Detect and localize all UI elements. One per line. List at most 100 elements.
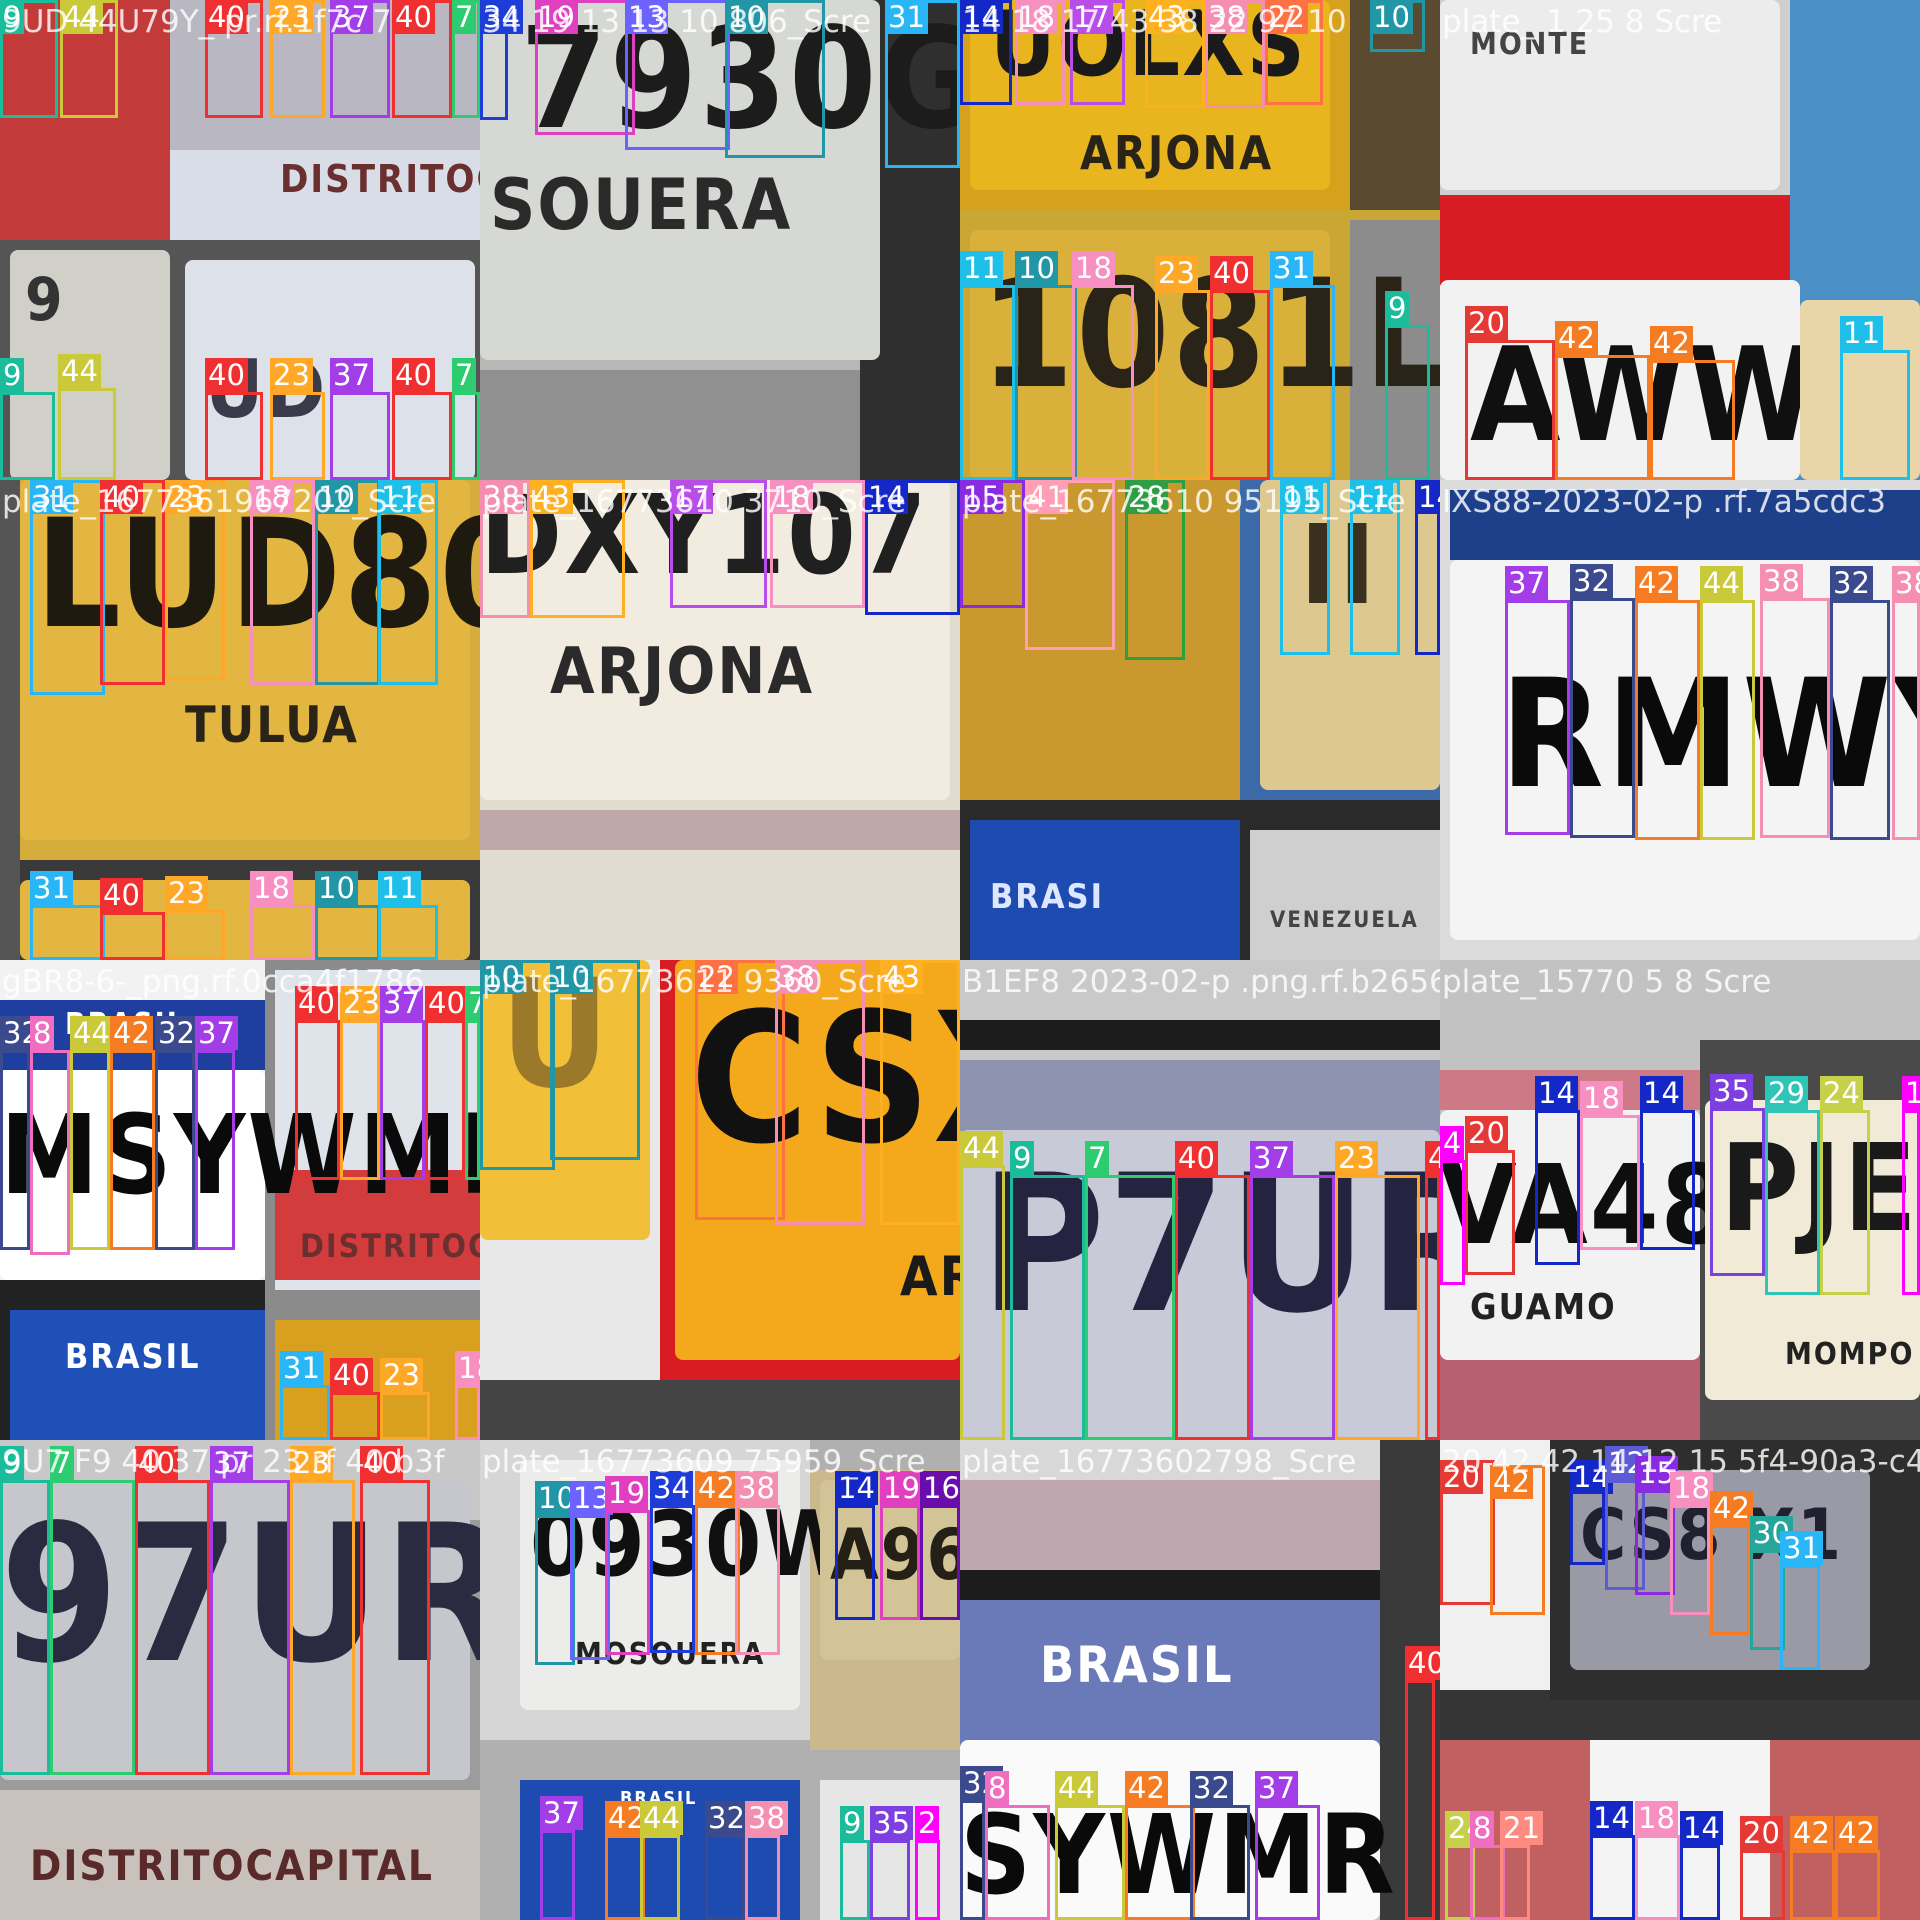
scene-region bbox=[960, 1570, 1440, 1600]
detection-box: 31 bbox=[885, 0, 960, 168]
detection-box: 23 bbox=[165, 480, 225, 680]
detection-box: 38 bbox=[775, 960, 865, 1225]
detection-box: 18 bbox=[1580, 1081, 1640, 1250]
class-id-label: 14 bbox=[1680, 1811, 1723, 1845]
class-id-label: 40 bbox=[1175, 1141, 1218, 1175]
class-id-label: 41 bbox=[1025, 480, 1068, 514]
plate-region-text: VENEZUELA bbox=[1270, 908, 1419, 933]
class-id-label: 9 bbox=[0, 358, 25, 392]
detection-box: 11 bbox=[378, 871, 438, 960]
license-plate: PJE bbox=[1705, 1100, 1920, 1400]
detection-box: 23 bbox=[1335, 1141, 1420, 1440]
class-id-label: 10 bbox=[315, 871, 358, 905]
detection-box: 2 bbox=[915, 1806, 940, 1920]
plate-region-text: BRASIL bbox=[65, 1337, 201, 1377]
scene-region bbox=[960, 1440, 1440, 1480]
detection-box: 37 bbox=[195, 1016, 238, 1250]
class-id-label: 32 bbox=[1830, 566, 1873, 600]
detection-box: 9 bbox=[1385, 291, 1430, 480]
class-id-label: 44 bbox=[640, 1801, 683, 1835]
mosaic-tile: 7930G SOUERA 34 19 13 10 31 34 19 13 13 10 806_… bbox=[480, 0, 960, 480]
detection-box: 23 bbox=[290, 1446, 355, 1775]
detection-box: 42 bbox=[110, 1016, 155, 1250]
class-id-label: 40 bbox=[425, 986, 468, 1020]
plate-region-text: MOMPO bbox=[1785, 1337, 1915, 1372]
detection-box: 4 bbox=[1440, 1126, 1465, 1285]
class-id-label: 31 bbox=[30, 871, 73, 905]
detection-box: 37 bbox=[380, 986, 425, 1180]
class-id-label: 9 bbox=[1010, 1141, 1035, 1175]
detection-box: 29 bbox=[1765, 1076, 1820, 1295]
detection-box: 37 bbox=[1250, 1141, 1335, 1440]
detection-box: 42 bbox=[605, 1801, 648, 1920]
class-id-label: 7 bbox=[452, 0, 477, 34]
detection-box: 37 bbox=[1255, 1771, 1320, 1920]
class-id-label: 23 bbox=[165, 480, 208, 514]
plate-region-text: ARJONA bbox=[1080, 126, 1274, 180]
detection-box: 7 bbox=[50, 1446, 135, 1775]
detection-box: 14 bbox=[1590, 1801, 1635, 1920]
detection-box: 20 bbox=[1440, 1460, 1495, 1605]
mosaic-tile: MSYWMRBRASILBRASILDISTRITOCA328444232374… bbox=[0, 960, 480, 1440]
class-id-label: 11 bbox=[1280, 480, 1323, 514]
plate-characters: II bbox=[1300, 501, 1378, 629]
detection-box: 37 bbox=[540, 1796, 583, 1920]
detection-box: 44 bbox=[58, 354, 116, 480]
detection-box: 11 bbox=[1840, 316, 1910, 480]
detection-box: 32 bbox=[1570, 564, 1635, 838]
detection-box: 23 bbox=[340, 986, 383, 1180]
detection-box: 10 bbox=[725, 0, 825, 158]
detection-box: 40 bbox=[425, 986, 468, 1180]
tile-filename-caption: plate_ 1 25 8 Scre bbox=[1442, 4, 1723, 40]
scene-region bbox=[1440, 195, 1790, 285]
class-id-label: 11 bbox=[378, 871, 421, 905]
tile-filename-caption: plate_16773611 9360_Scre bbox=[482, 964, 906, 1000]
class-id-label: 34 bbox=[650, 1471, 693, 1505]
class-id-label: 37 bbox=[540, 1796, 583, 1830]
scene-region bbox=[960, 1600, 1380, 1750]
detection-box: 40 bbox=[135, 1446, 210, 1775]
detection-box: 44 bbox=[1055, 1771, 1125, 1920]
class-id-label: 20 bbox=[1465, 306, 1508, 340]
class-id-label: 38 bbox=[775, 960, 818, 994]
class-id-label: 10 bbox=[725, 0, 768, 34]
plate-region-text: MONTE bbox=[1470, 27, 1590, 62]
detection-box: 34 bbox=[650, 1471, 695, 1653]
plate-region-text: DISTRITOCA bbox=[300, 1227, 480, 1265]
class-id-label: 10 bbox=[1370, 0, 1413, 34]
plate-characters: CSX bbox=[690, 975, 960, 1184]
detection-box: 22 bbox=[695, 960, 785, 1220]
detection-box: 23 bbox=[380, 1358, 430, 1440]
class-id-label: 40 bbox=[392, 0, 435, 34]
detection-box: 34 bbox=[480, 0, 523, 120]
plate-characters: AWW bbox=[1470, 319, 1819, 471]
mosaic-tile: 9UDDISTRITOCA9444023374079444023374079UD… bbox=[0, 0, 480, 480]
tile-filename-caption: plate_16773610 3710_Scre bbox=[482, 484, 906, 520]
class-id-label: 42 bbox=[110, 1016, 153, 1050]
class-id-label: 18 bbox=[1015, 0, 1058, 34]
class-id-label: 23 bbox=[270, 0, 313, 34]
class-id-label: 32 bbox=[1570, 564, 1613, 598]
license-plate: SYWMR bbox=[960, 1740, 1395, 1920]
mosaic-tile: UOLXS1081LUARJONA14181743382210111018234… bbox=[960, 0, 1440, 480]
scene-region bbox=[960, 480, 1240, 800]
detection-box: 24 bbox=[1820, 1076, 1870, 1295]
class-id-label: 10 bbox=[315, 480, 358, 514]
detection-box: 23 bbox=[270, 0, 325, 118]
detection-box: 37 bbox=[330, 0, 390, 118]
mosaic-tile: CS8 X1 20 42 14 12 15 18 42 30 31 24 8 21 14 18 14 20 42 4… bbox=[1440, 1440, 1920, 1920]
detection-box: 9 bbox=[1010, 1141, 1085, 1440]
class-id-label: 40 bbox=[205, 358, 248, 392]
detection-box: 14 bbox=[865, 480, 960, 615]
class-id-label: 31 bbox=[1780, 1531, 1823, 1565]
class-id-label: 40 bbox=[360, 1446, 403, 1480]
mosaic-tile: DXY107 ARJONA 38 43 17 18 14 plate_16773610 371… bbox=[480, 480, 960, 960]
scene-region bbox=[0, 480, 20, 960]
detection-box: 23 bbox=[1155, 256, 1210, 480]
class-id-label: 10 bbox=[1015, 251, 1058, 285]
detection-box: 40 bbox=[330, 1358, 380, 1440]
detection-box: 38 bbox=[480, 480, 530, 618]
detection-box: 42 bbox=[1125, 1771, 1195, 1920]
detection-box: 18 bbox=[455, 1351, 480, 1440]
detection-box: 44 bbox=[1700, 566, 1755, 840]
